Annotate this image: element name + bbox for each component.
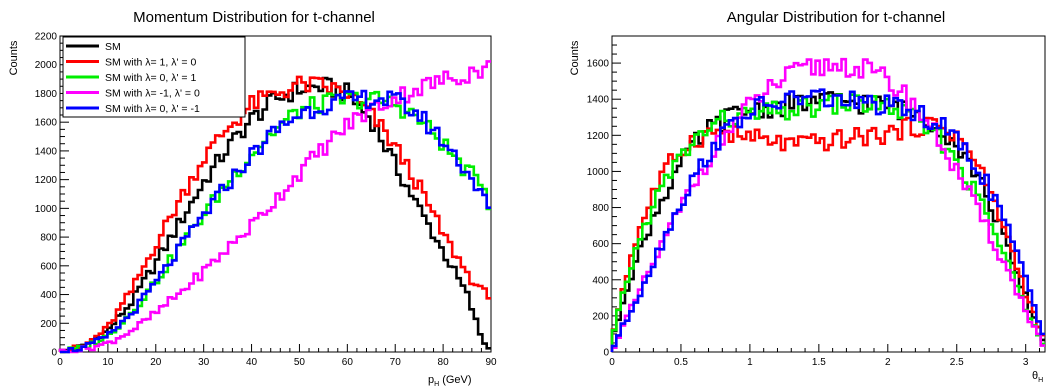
angular-y-tick-label: 800: [592, 203, 609, 214]
momentum-legend-entry: SM with λ= 0, λ' = -1: [105, 103, 200, 115]
momentum-x-tick-label: 30: [198, 357, 210, 368]
angular-series-0: [610, 91, 1045, 352]
momentum-y-tick-label: 1800: [35, 89, 58, 100]
momentum-legend-entry: SM with λ= 1, λ' = 0: [105, 57, 196, 69]
momentum-y-tick-label: 400: [40, 290, 57, 301]
angular-series-4: [610, 88, 1045, 352]
angular-x-tick-label: 1: [747, 357, 753, 368]
momentum-series-1: [60, 75, 491, 354]
angular-y-axis-label: Counts: [569, 40, 581, 75]
angular-y-tick-label: 1200: [587, 131, 610, 142]
angular-series-1: [610, 116, 1045, 352]
momentum-y-tick-label: 600: [40, 261, 57, 272]
momentum-y-tick-label: 1000: [35, 204, 58, 215]
momentum-y-tick-label: 200: [40, 319, 57, 330]
momentum-chart-title: Momentum Distribution for t-channel: [133, 9, 375, 26]
momentum-chart: Momentum Distribution for t-channel 0 10 2…: [8, 9, 497, 388]
angular-y-tick-label: 600: [592, 239, 609, 250]
angular-x-tick-label: 2: [885, 357, 891, 368]
angular-plot-frame: [611, 35, 1046, 353]
momentum-x-tick-label: 40: [246, 357, 258, 368]
momentum-y-tick-label: 1200: [35, 175, 58, 186]
angular-series-3: [610, 57, 1045, 352]
angular-series-2: [610, 93, 1045, 352]
angular-x-axis-label: θH: [1032, 370, 1043, 384]
angular-x-axis-label-main: θ: [1032, 370, 1038, 382]
angular-chart: Angular Distribution for t-channel 0 0.5 1…: [569, 9, 1046, 384]
momentum-legend-entry: SM with λ= 0, λ' = 1: [105, 72, 196, 84]
angular-x-tick-label: 2.5: [950, 357, 964, 368]
momentum-legend-entry: SM: [105, 41, 121, 53]
momentum-series-3: [58, 60, 491, 354]
angular-y-tick-label: 0: [603, 348, 609, 359]
momentum-x-axis-label-sub: H: [434, 381, 439, 388]
angular-x-tick-label: 0.5: [674, 357, 688, 368]
momentum-y-tick-label: 2000: [35, 60, 58, 71]
momentum-y-tick-label: 2200: [35, 32, 58, 43]
angular-x-tick-label: 0: [609, 357, 615, 368]
momentum-x-tick-label: 20: [150, 357, 162, 368]
momentum-x-tick-label: 70: [390, 357, 402, 368]
momentum-series-4: [60, 89, 491, 354]
momentum-legend-entry: SM with λ= -1, λ' = 0: [105, 88, 200, 100]
momentum-y-tick-label: 1600: [35, 118, 58, 129]
momentum-x-tick-label: 0: [57, 357, 63, 368]
momentum-x-tick-label: 60: [342, 357, 354, 368]
momentum-x-axis-label: pH (GeV): [428, 374, 472, 388]
momentum-x-axis-label-main: p: [428, 374, 434, 386]
momentum-x-axis-label-unit: (GeV): [442, 374, 471, 386]
angular-y-tick-label: 200: [592, 311, 609, 322]
angular-y-tick-label: 1600: [587, 59, 610, 70]
angular-chart-title: Angular Distribution for t-channel: [727, 9, 945, 26]
angular-x-tick-label: 1.5: [812, 357, 826, 368]
momentum-series-0: [58, 76, 491, 352]
angular-x-tick-label: 3: [1023, 357, 1029, 368]
momentum-x-tick-label: 50: [294, 357, 306, 368]
angular-x-axis-label-sub: H: [1038, 377, 1043, 384]
momentum-x-tick-label: 90: [485, 357, 497, 368]
angular-y-tick-label: 1400: [587, 95, 610, 106]
momentum-x-tick-label: 10: [102, 357, 114, 368]
momentum-y-tick-label: 0: [51, 348, 57, 359]
angular-y-tick-label: 400: [592, 275, 609, 286]
momentum-x-tick-label: 80: [438, 357, 450, 368]
momentum-y-axis-label: Counts: [8, 40, 20, 75]
angular-y-tick-label: 1000: [587, 167, 610, 178]
momentum-y-tick-label: 1400: [35, 146, 58, 157]
momentum-y-tick-label: 800: [40, 233, 57, 244]
